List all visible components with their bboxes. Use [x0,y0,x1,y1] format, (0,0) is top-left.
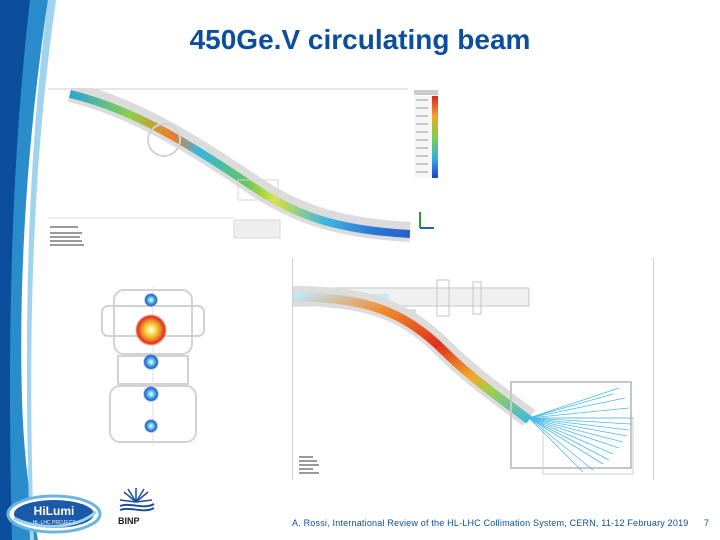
starburst-logo-icon [119,488,155,512]
slide-title: 450Ge.V circulating beam [189,24,531,55]
beam-cross-section-image [96,286,210,446]
binp-logo-label: BINP [118,516,140,526]
left-swoosh-decoration [0,0,56,540]
hilumi-logo-subtext: HL-LHC PROJECT [33,520,76,526]
page-number: 7 [704,518,710,528]
hilumi-logo: HiLumi HL-LHC PROJECT [6,494,102,539]
beam-simulation-image-top [48,88,440,248]
slide-footer: A. Rossi, International Review of the HL… [292,518,689,528]
binp-logo [118,486,158,521]
hilumi-logo-text: HiLumi [34,504,75,518]
beam-simulation-image-right [292,258,654,480]
